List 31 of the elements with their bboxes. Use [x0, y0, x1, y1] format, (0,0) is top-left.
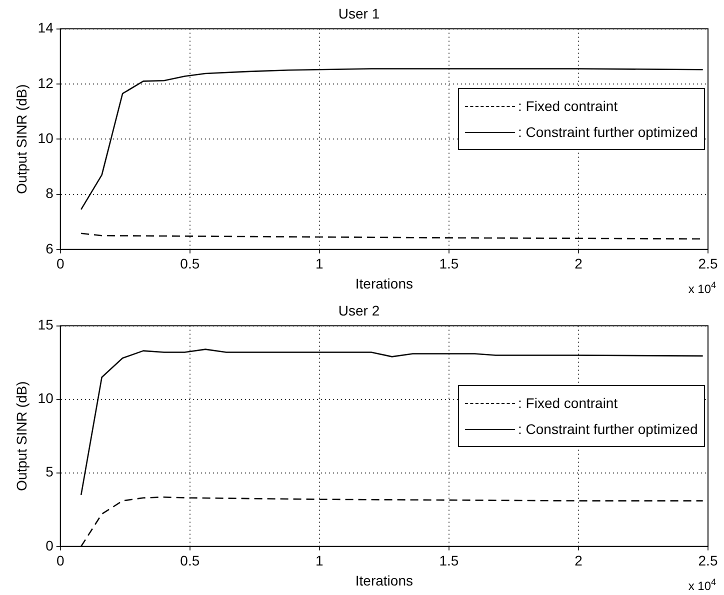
y-tick-label: 15: [38, 316, 54, 333]
y-axis-title: Output SINR (dB): [13, 84, 30, 194]
x-tick-label: 2: [574, 552, 583, 569]
legend-label: : Constraint further optimized: [518, 124, 698, 140]
chart-title: User 2: [338, 302, 380, 318]
x-tick-label: 2.5: [698, 256, 718, 272]
x-tick-label: 0: [56, 256, 64, 272]
y-tick-label: 6: [46, 240, 54, 256]
x-axis-title: Iterations: [355, 572, 413, 588]
y-axis-title: Output SINR (dB): [13, 381, 30, 491]
x-tick-label: 1: [316, 552, 324, 569]
x-axis-title: Iterations: [355, 275, 413, 292]
y-tick-label: 14: [38, 20, 54, 36]
x-tick-label: 1.5: [439, 256, 459, 272]
legend-label: : Constraint further optimized: [518, 421, 698, 438]
x-tick-label: 1: [316, 256, 324, 272]
x-tick-label: 0.5: [180, 552, 200, 569]
y-tick-label: 5: [46, 464, 54, 480]
y-tick-label: 8: [46, 185, 54, 202]
x-tick-label: 0: [56, 552, 64, 569]
x-tick-label: 1.5: [439, 552, 459, 569]
y-tick-label: 12: [38, 74, 54, 91]
x-tick-label: 0.5: [180, 256, 200, 272]
legend-label: : Fixed contraint: [518, 395, 618, 412]
y-tick-label: 10: [38, 390, 54, 406]
y-tick-label: 10: [38, 130, 54, 146]
x-tick-label: 2.5: [698, 552, 718, 569]
x-tick-label: 2: [574, 256, 583, 272]
chart-title: User 1: [338, 5, 380, 22]
y-tick-label: 0: [46, 537, 54, 554]
legend-label: : Fixed contraint: [518, 98, 618, 114]
